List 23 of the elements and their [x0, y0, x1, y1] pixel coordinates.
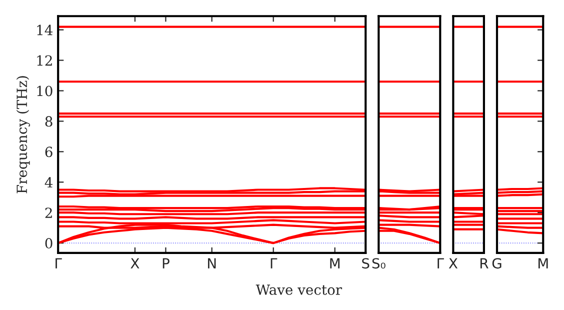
x-tick-label: S₀ — [372, 258, 386, 269]
x-tick-label: M — [538, 258, 548, 268]
x-tick-label: S — [362, 258, 370, 269]
x-tick-label: X — [448, 258, 458, 268]
x-tick-label: G — [492, 258, 502, 269]
x-tick-label: P — [162, 258, 170, 268]
y-tick-label: 4 — [44, 177, 53, 188]
x-tick-label: Γ — [56, 258, 62, 268]
y-tick-label: 14 — [37, 24, 53, 36]
x-tick-label: R — [480, 258, 488, 268]
x-tick-label: X — [130, 258, 140, 268]
x-tick-label: N — [208, 258, 216, 268]
y-tick-label: 2 — [45, 208, 52, 218]
x-tick-label: M — [330, 258, 340, 268]
y-tick-label: 0 — [45, 238, 52, 249]
y-tick-label: 12 — [37, 55, 52, 66]
y-tick-label: 8 — [45, 116, 52, 127]
x-tick-label: Γ — [270, 258, 278, 268]
y-tick-label: 10 — [37, 86, 52, 96]
x-axis-title: Wave vector — [256, 284, 342, 295]
y-tick-label: 6 — [45, 146, 52, 158]
x-tick-label: Γ — [438, 258, 444, 268]
y-axis-title: Frequency (THz) — [16, 76, 30, 194]
